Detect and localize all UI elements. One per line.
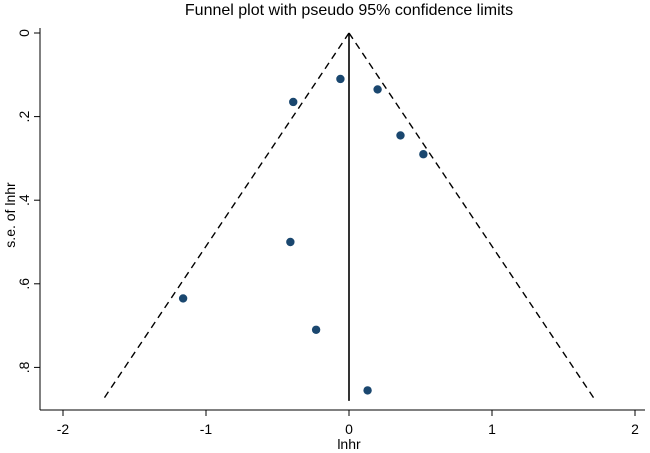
x-tick-label: 2 bbox=[631, 421, 639, 437]
study-point bbox=[178, 294, 188, 303]
study-point bbox=[396, 131, 405, 140]
study-point bbox=[336, 74, 345, 84]
x-tick-label: -1 bbox=[200, 421, 213, 437]
study-point bbox=[289, 97, 298, 107]
plot-area: -2 -1 0 1 2 0 .2 .4 .6 .8 bbox=[16, 28, 645, 437]
y-axis-label: s.e. of lnhr bbox=[2, 182, 18, 248]
study-point bbox=[286, 237, 295, 247]
x-axis-label: lnhr bbox=[337, 436, 361, 452]
y-tick-label: 0 bbox=[16, 29, 32, 37]
x-tick-label: 1 bbox=[488, 421, 496, 437]
y-tick-label: .8 bbox=[16, 361, 32, 373]
x-tick-label: -2 bbox=[57, 421, 70, 437]
chart-title: Funnel plot with pseudo 95% confidence l… bbox=[185, 2, 513, 19]
study-point bbox=[311, 325, 321, 334]
x-tick-label: 0 bbox=[345, 421, 353, 437]
study-point bbox=[419, 150, 428, 159]
y-tick-label: .6 bbox=[16, 278, 32, 290]
study-point bbox=[363, 386, 372, 395]
study-point bbox=[373, 85, 382, 94]
confidence-limit-right bbox=[348, 32, 597, 402]
y-tick-label: .4 bbox=[16, 194, 32, 206]
confidence-limit-left bbox=[101, 32, 350, 402]
y-tick-label: .2 bbox=[16, 111, 32, 123]
